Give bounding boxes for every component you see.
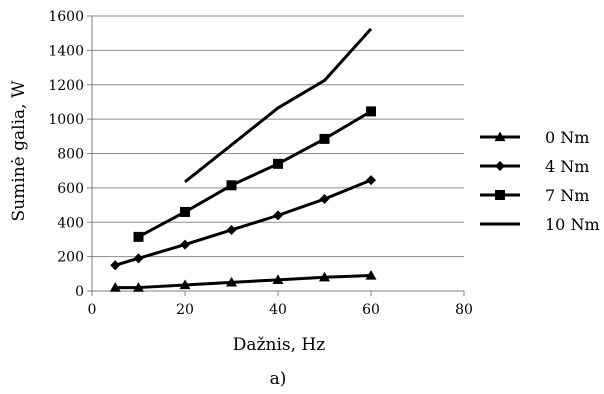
data-point-4-nm [319,194,330,205]
legend-label-4-nm: 4 Nm [545,157,589,176]
axes [87,15,465,296]
y-tick-label: 1000 [48,112,84,128]
series-line-10-nm [184,27,373,184]
figure-caption: a) [270,369,287,389]
x-tick-label: 0 [88,302,97,318]
gridlines [92,15,464,258]
y-tick-label: 200 [57,250,84,266]
y-tick-label: 1600 [48,9,84,25]
data-point-4-nm [273,210,283,221]
y-tick-label: 400 [57,215,84,231]
legend: 0 Nm 4 Nm 7 Nm 10 Nm [480,128,600,234]
x-tick-label: 60 [362,302,380,318]
y-tick-labels: 0 200 400 600 800 1000 1200 1400 1600 [48,9,84,300]
x-tick-label: 40 [269,302,287,318]
x-tick-label: 80 [455,302,473,318]
data-point-0-nm [226,276,237,287]
x-tick-labels: 0 20 40 60 80 [88,302,473,318]
x-tick-label: 20 [176,302,194,318]
data-point-7-nm [180,206,190,217]
data-point-4-nm [226,224,237,235]
series-line-0-nm [115,274,372,290]
data-point-7-nm [226,180,237,191]
legend-item-7-nm: 7 Nm [480,186,589,205]
series-7-nm [133,106,376,242]
data-point-0-nm [133,282,144,292]
data-point-4-nm [110,260,121,271]
data-point-7-nm [273,158,283,169]
legend-label-7-nm: 7 Nm [545,186,589,205]
data-point-0-nm [365,270,377,280]
data-point-7-nm [133,231,144,242]
y-axis-label: Suminė galia, W [9,80,29,221]
y-tick-label: 1400 [48,43,84,59]
legend-item-0-nm: 0 Nm [480,128,589,147]
data-point-0-nm [179,279,191,290]
data-point-4-nm [180,239,190,250]
data-point-7-nm [366,106,376,117]
legend-marker-7-nm [495,190,505,200]
y-tick-label: 0 [75,284,84,300]
series-line-7-nm [137,110,372,239]
legend-item-4-nm: 4 Nm [480,157,589,176]
series-4-nm [110,175,376,271]
series-group [109,27,377,292]
series-0-nm [109,270,377,292]
legend-label-10-nm: 10 Nm [545,215,600,234]
y-tick-label: 800 [57,147,84,163]
data-point-7-nm [319,133,330,144]
legend-marker-0-nm [494,131,506,142]
legend-marker-4-nm [495,161,505,171]
x-axis-label: Dažnis, Hz [233,335,325,355]
y-tick-label: 600 [57,181,84,197]
legend-label-0-nm: 0 Nm [545,128,589,147]
data-point-0-nm [272,274,284,284]
data-point-0-nm [319,271,330,282]
y-tick-label: 1200 [48,78,84,94]
series-10-nm [184,27,373,184]
data-point-4-nm [366,175,376,186]
legend-item-10-nm: 10 Nm [480,215,600,234]
data-point-0-nm [109,282,121,292]
data-point-4-nm [133,253,144,264]
